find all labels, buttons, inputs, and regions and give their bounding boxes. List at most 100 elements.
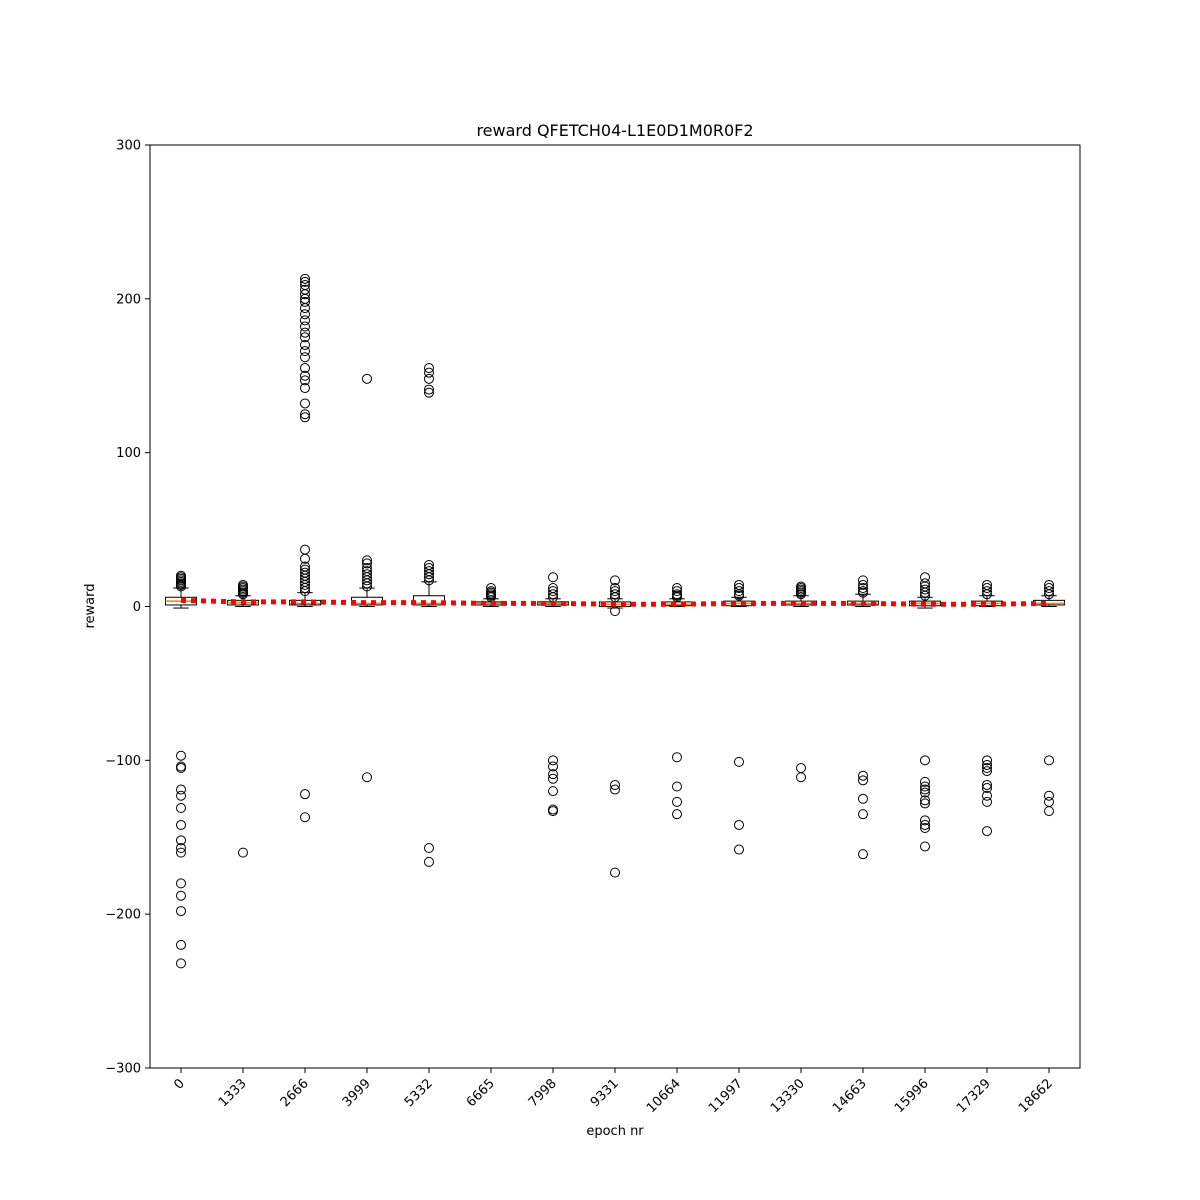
outlier — [672, 796, 682, 807]
outlier — [610, 867, 620, 878]
outlier — [176, 890, 186, 901]
x-tick-label: 9331 — [588, 1076, 622, 1110]
y-tick-label: −300 — [105, 1062, 141, 1077]
outlier — [858, 770, 868, 781]
outlier — [300, 789, 310, 800]
outlier — [424, 843, 434, 854]
outlier — [610, 586, 620, 597]
outlier — [548, 773, 558, 784]
outlier — [300, 375, 310, 386]
outlier — [982, 759, 992, 770]
outlier — [300, 321, 310, 332]
outlier — [176, 906, 186, 917]
mean-line — [180, 597, 1050, 607]
outlier — [548, 769, 558, 780]
outlier — [672, 583, 682, 594]
outlier — [424, 559, 434, 570]
outlier — [982, 583, 992, 594]
outlier — [858, 849, 868, 860]
outlier — [300, 279, 310, 290]
outlier — [734, 586, 744, 597]
outlier — [176, 819, 186, 830]
outlier — [920, 798, 930, 809]
outlier — [734, 819, 744, 830]
outlier — [982, 826, 992, 837]
outlier — [796, 772, 806, 783]
outlier — [300, 296, 310, 307]
outlier — [858, 775, 868, 786]
x-axis-label: epoch nr — [586, 1124, 644, 1139]
outlier — [424, 856, 434, 867]
x-tick-label: 0 — [171, 1076, 187, 1092]
outlier — [796, 763, 806, 774]
outlier — [362, 772, 372, 783]
outlier — [610, 779, 620, 790]
outlier — [300, 339, 310, 350]
outlier — [362, 569, 372, 580]
outlier — [920, 819, 930, 830]
x-tick-label: 2666 — [278, 1076, 312, 1110]
outlier — [610, 583, 620, 594]
outlier — [486, 583, 496, 594]
outlier — [858, 793, 868, 804]
y-tick-label: −200 — [105, 908, 141, 923]
outlier — [238, 847, 248, 858]
outlier — [920, 823, 930, 834]
outlier — [672, 752, 682, 763]
outlier — [734, 583, 744, 594]
outlier — [300, 564, 310, 575]
outlier — [1044, 583, 1054, 594]
outlier — [920, 787, 930, 798]
x-tick-label: 7998 — [526, 1076, 560, 1110]
x-tick-label: 13330 — [768, 1076, 808, 1116]
outlier — [920, 572, 930, 583]
outlier — [1044, 579, 1054, 590]
outlier — [1044, 806, 1054, 817]
x-tick-label: 1333 — [216, 1076, 250, 1110]
y-tick-label: 0 — [133, 600, 141, 615]
outlier — [300, 370, 310, 381]
outlier — [300, 398, 310, 409]
outlier — [1044, 755, 1054, 766]
outlier — [734, 579, 744, 590]
x-tick-label: 5332 — [402, 1076, 436, 1110]
outlier — [300, 332, 310, 343]
outlier — [300, 309, 310, 320]
x-tick-label: 18662 — [1016, 1076, 1056, 1116]
outlier — [920, 578, 930, 589]
outlier — [858, 575, 868, 586]
outlier — [982, 763, 992, 774]
outlier — [424, 566, 434, 577]
x-tick-label: 15996 — [892, 1076, 932, 1116]
outlier — [1044, 796, 1054, 807]
outlier — [548, 589, 558, 600]
outlier — [362, 555, 372, 566]
outlier — [610, 589, 620, 600]
outlier — [920, 781, 930, 792]
outlier — [176, 750, 186, 761]
outlier — [858, 579, 868, 590]
outlier — [300, 544, 310, 555]
outlier — [858, 583, 868, 594]
outlier — [982, 755, 992, 766]
outlier — [982, 796, 992, 807]
outlier — [548, 806, 558, 817]
outlier — [858, 809, 868, 820]
y-tick-label: 100 — [116, 446, 141, 461]
outlier — [548, 755, 558, 766]
outlier — [424, 367, 434, 378]
outlier — [734, 844, 744, 855]
x-tick-label: 3999 — [340, 1076, 374, 1110]
outlier — [176, 803, 186, 814]
outlier — [424, 363, 434, 374]
outlier — [982, 766, 992, 777]
chart-title: reward QFETCH04-L1E0D1M0R0F2 — [476, 121, 753, 140]
outlier — [548, 583, 558, 594]
y-axis-label: reward — [83, 583, 98, 628]
outlier — [238, 579, 248, 590]
outlier — [982, 579, 992, 590]
outlier — [176, 763, 186, 774]
outlier — [548, 572, 558, 583]
outlier — [672, 809, 682, 820]
